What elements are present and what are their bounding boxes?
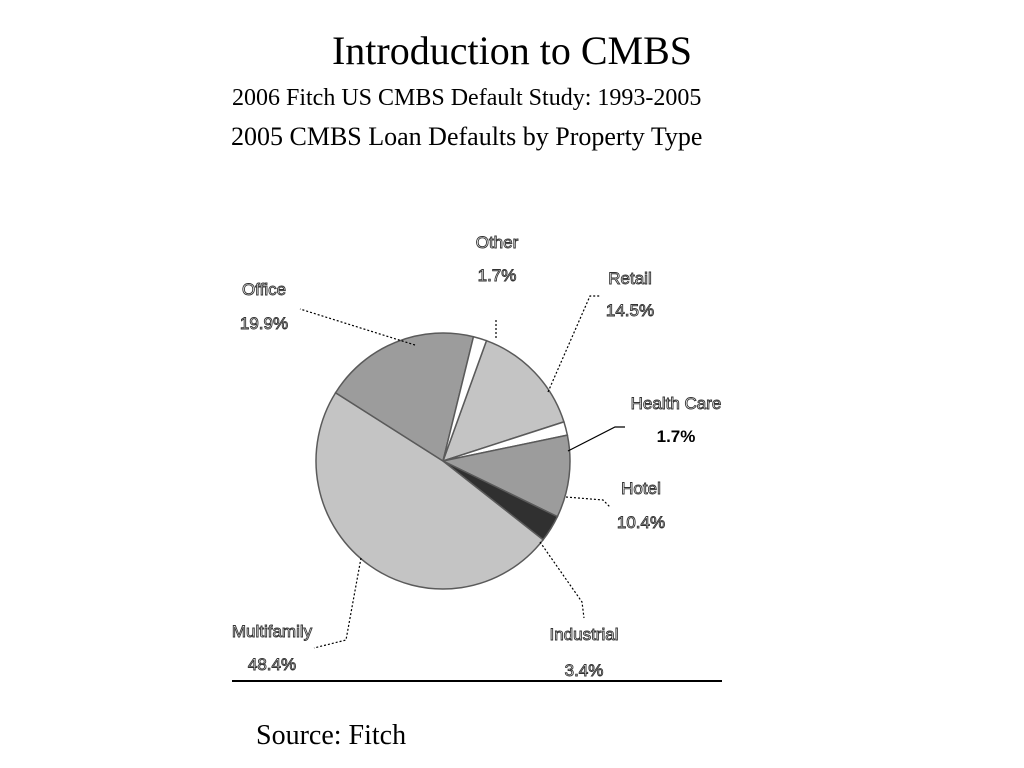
slice-value-hotel: 10.4%	[617, 513, 665, 532]
chart-title: 2005 CMBS Loan Defaults by Property Type	[231, 122, 703, 151]
slice-labels: Retail 14.5% Health Care 1.7% Hotel 10.4% Indu…	[231, 233, 722, 681]
leader-line-industrial	[539, 541, 585, 619]
pie-slice-hotel	[440, 434, 571, 518]
slice-value-retail: 14.5%	[606, 301, 654, 320]
slide-subtitle: 2006 Fitch US CMBS Default Study: 1993-2…	[232, 85, 702, 111]
leader-lines	[299, 295, 625, 649]
slice-value-industrial: 3.4%	[565, 661, 604, 680]
pie-slice-other	[442, 335, 488, 462]
leader-line-multifamily	[313, 557, 362, 649]
slice-value-other: 1.7%	[478, 266, 517, 285]
slice-value-multifamily: 48.4%	[248, 655, 296, 674]
pie-slice-office	[334, 332, 475, 463]
slice-value-health-care: 1.7%	[657, 427, 696, 446]
slice-label-health-care: Health Care	[631, 394, 722, 413]
source-note: Source: Fitch	[256, 720, 407, 751]
leader-line-retail	[547, 295, 600, 393]
leader-line-health-care	[567, 426, 625, 452]
slice-label-retail: Retail	[608, 269, 651, 288]
slice-label-other: Other	[476, 233, 519, 252]
slice-value-office: 19.9%	[240, 314, 288, 333]
slide-title: Introduction to CMBS	[331, 28, 693, 73]
pie-slice-multifamily	[315, 391, 545, 590]
slice-label-industrial: Industrial	[550, 625, 619, 644]
leader-line-hotel	[565, 496, 611, 508]
leader-line-office	[299, 308, 416, 346]
slice-label-hotel: Hotel	[621, 479, 661, 498]
slice-label-multifamily: Multifamily	[232, 622, 313, 641]
pie-slices	[315, 332, 571, 590]
slice-label-office: Office	[242, 280, 286, 299]
